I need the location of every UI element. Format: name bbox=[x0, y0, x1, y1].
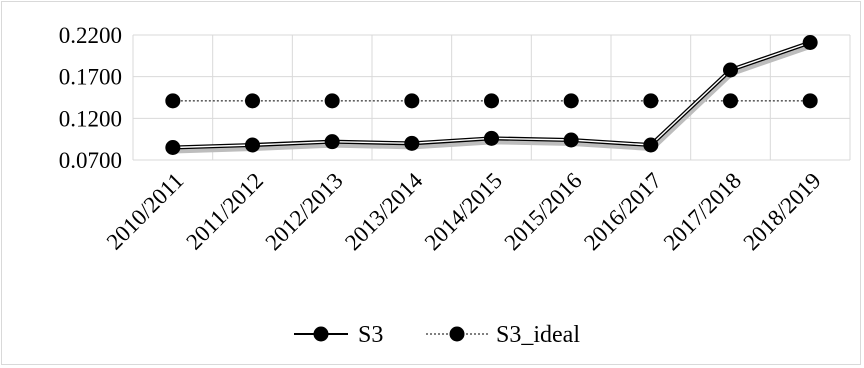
point-s3 bbox=[802, 35, 818, 50]
point-s3-ideal bbox=[563, 93, 579, 109]
y-tick-label: 0.1200 bbox=[59, 106, 122, 131]
point-s3 bbox=[484, 130, 499, 146]
point-s3 bbox=[723, 62, 738, 78]
x-tick-label: 2012/2013 bbox=[260, 168, 347, 255]
point-s3 bbox=[324, 134, 340, 150]
point-s3-ideal bbox=[802, 93, 818, 109]
point-s3 bbox=[563, 132, 579, 148]
legend-swatch-s3-ideal-marker bbox=[449, 326, 465, 342]
point-s3 bbox=[165, 140, 181, 155]
y-axis-ticks: 0.0700 0.1200 0.1700 0.2200 bbox=[59, 23, 122, 173]
point-s3-ideal bbox=[404, 93, 420, 109]
point-s3-ideal bbox=[723, 93, 738, 109]
x-tick-label: 2011/2012 bbox=[181, 168, 268, 255]
point-s3 bbox=[404, 135, 420, 151]
point-s3-ideal bbox=[245, 93, 260, 109]
x-tick-label: 2016/2017 bbox=[579, 168, 666, 255]
y-tick-label: 0.2200 bbox=[59, 23, 122, 48]
point-s3-ideal bbox=[324, 93, 340, 109]
x-tick-label: 2017/2018 bbox=[659, 168, 746, 255]
point-s3 bbox=[643, 137, 659, 153]
point-s3-ideal bbox=[165, 93, 181, 109]
x-tick-label: 2014/2015 bbox=[420, 168, 507, 255]
point-s3 bbox=[245, 137, 260, 153]
legend-label-s3-ideal: S3_ideal bbox=[496, 322, 580, 348]
y-tick-label: 0.1700 bbox=[59, 65, 122, 90]
y-tick-label: 0.0700 bbox=[59, 148, 122, 173]
gridlines bbox=[132, 34, 851, 161]
legend-swatch-s3-marker bbox=[313, 326, 329, 342]
legend-label-s3: S3 bbox=[358, 322, 383, 348]
x-tick-label: 2010/2011 bbox=[102, 168, 189, 255]
point-s3-ideal bbox=[484, 93, 499, 109]
legend: S3 S3_ideal bbox=[294, 322, 580, 348]
x-axis-ticks: 2010/20112011/20122012/20132013/20142014… bbox=[102, 168, 826, 256]
point-s3-ideal bbox=[643, 93, 659, 109]
series-layer bbox=[165, 35, 818, 155]
x-tick-label: 2018/2019 bbox=[738, 168, 825, 255]
x-tick-label: 2013/2014 bbox=[340, 168, 428, 256]
x-tick-label: 2015/2016 bbox=[499, 168, 586, 255]
